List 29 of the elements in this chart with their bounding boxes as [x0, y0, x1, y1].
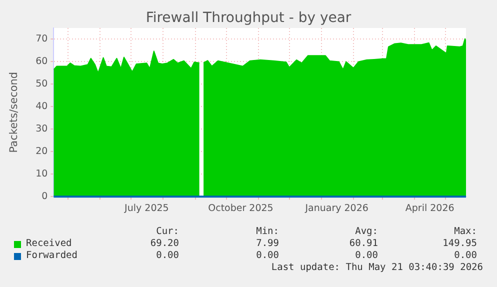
- legend-label: Received: [26, 238, 72, 249]
- y-tick-label: 70: [36, 34, 48, 45]
- text: 0.00: [454, 250, 477, 261]
- text: 0.00: [355, 250, 378, 261]
- x-tick-label: January 2026: [304, 202, 368, 214]
- x-tick-label: April 2026: [405, 202, 454, 214]
- text: 0.00: [256, 250, 279, 261]
- y-tick-label: 40: [36, 101, 48, 112]
- x-tick-label: October 2025: [208, 202, 274, 214]
- text: 7.99: [256, 238, 279, 249]
- text: 60.91: [349, 238, 378, 249]
- chart-title: Firewall Throughput - by year: [144, 10, 352, 26]
- y-tick-label: 20: [36, 146, 48, 158]
- text: Last update: Thu May 21 03:40:39 2026: [271, 262, 483, 273]
- y-axis-title: Packets/second: [8, 72, 20, 153]
- text: 0.00: [156, 250, 179, 261]
- legend-label: Forwarded: [26, 250, 78, 261]
- text: Avg:: [355, 226, 378, 237]
- text: 149.95: [442, 238, 477, 249]
- text: Cur:: [156, 226, 179, 237]
- x-tick-label: July 2025: [124, 202, 169, 214]
- y-tick-label: 30: [36, 124, 48, 135]
- text: Min:: [256, 226, 279, 237]
- text: Max:: [454, 226, 477, 237]
- y-tick-label: 60: [36, 56, 48, 68]
- y-tick-label: 0: [42, 191, 48, 202]
- y-tick-label: 50: [36, 78, 48, 90]
- text: 69.20: [150, 238, 179, 249]
- y-tick-label: 10: [36, 168, 48, 180]
